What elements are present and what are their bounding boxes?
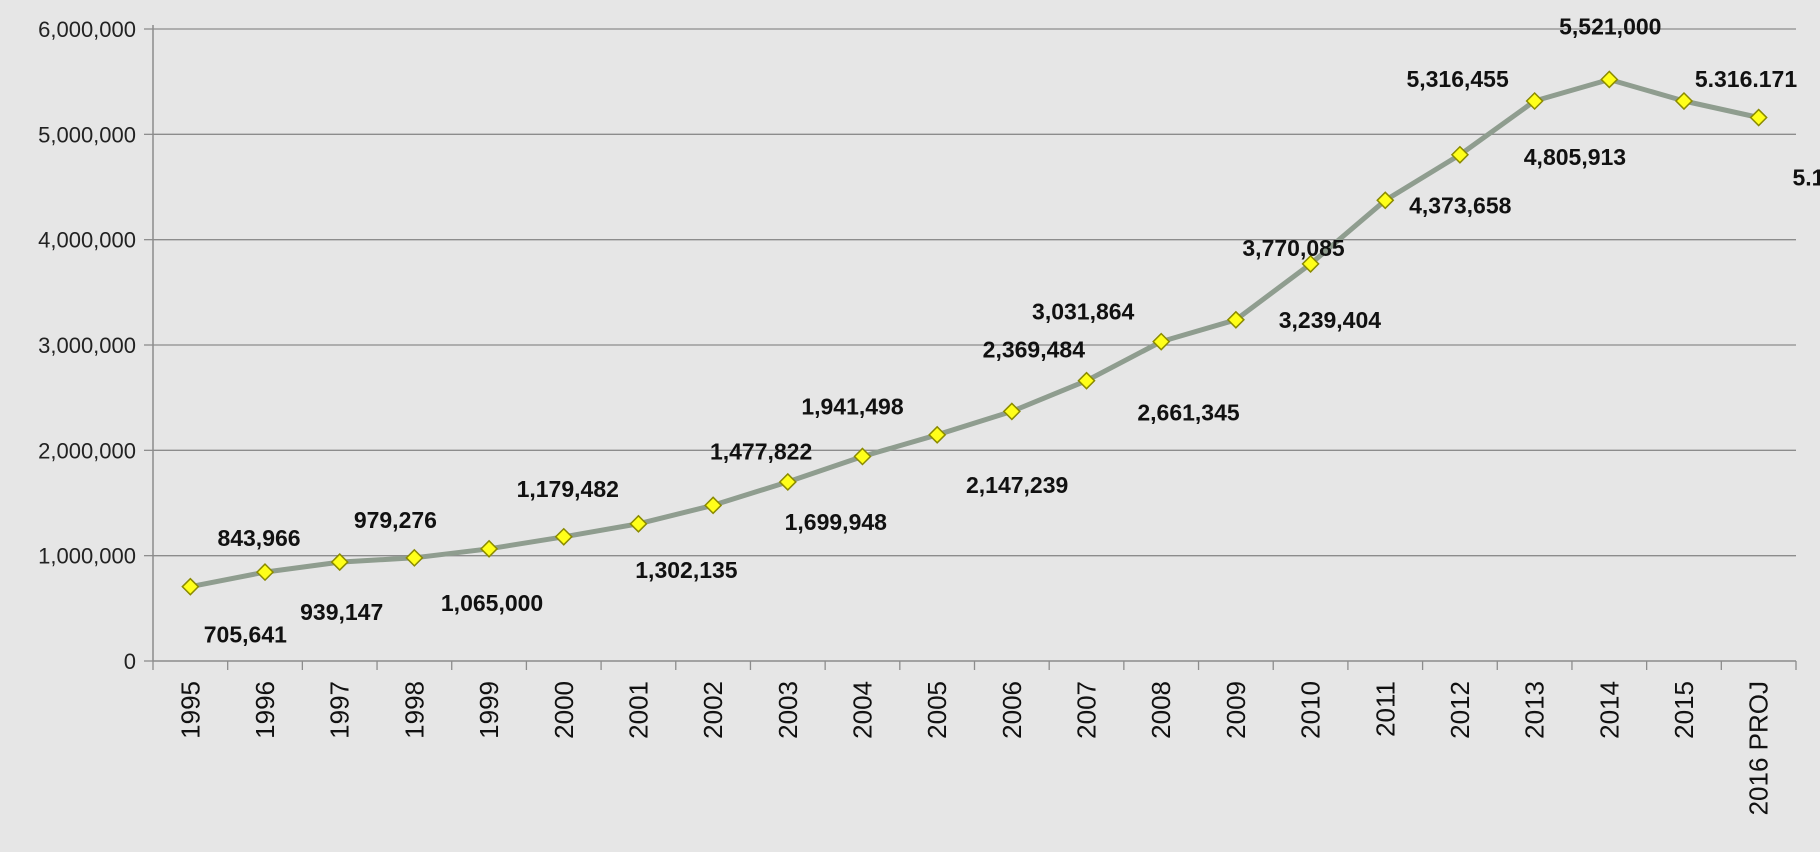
data-label: 5,521,000 <box>1559 13 1661 39</box>
x-tick-label: 2010 <box>1296 681 1326 739</box>
x-tick-label: 2011 <box>1370 681 1400 737</box>
data-label: 979,276 <box>354 507 437 533</box>
data-point-marker <box>480 539 499 558</box>
data-points <box>181 70 1768 596</box>
data-label: 1,941,498 <box>801 393 904 419</box>
data-label: 5.159.344 <box>1792 165 1820 191</box>
data-point-marker <box>405 548 424 567</box>
data-point-marker <box>1376 191 1395 210</box>
x-tick-label: 2006 <box>997 681 1027 739</box>
data-point-marker <box>1002 402 1021 421</box>
data-label: 1,179,482 <box>517 476 619 502</box>
data-point-marker <box>778 472 797 491</box>
data-point-marker <box>330 553 349 572</box>
x-tick-label: 2016 PROJ <box>1744 681 1774 815</box>
data-point-marker <box>1077 371 1096 390</box>
y-tick-label: 5,000,000 <box>38 122 136 147</box>
x-tick-label: 1995 <box>175 681 205 739</box>
data-label: 3,770,085 <box>1242 235 1345 261</box>
data-labels: 705,641 843,966 939,147 979,276 1,065,000 1,1… <box>204 13 1820 647</box>
data-label: 705,641 <box>204 622 287 648</box>
data-point-marker <box>704 496 723 515</box>
x-tick-label: 2004 <box>847 681 877 739</box>
x-tick-label: 2009 <box>1221 681 1251 739</box>
axes <box>144 25 1797 670</box>
x-tick-label: 2007 <box>1072 681 1102 739</box>
data-label: 1,302,135 <box>635 557 738 583</box>
data-point-marker <box>629 514 648 533</box>
data-label: 2,147,239 <box>966 472 1068 498</box>
x-tick-label: 1999 <box>474 681 504 739</box>
x-tick-label: 2015 <box>1669 681 1699 739</box>
x-tick-label: 2008 <box>1146 681 1176 739</box>
data-point-marker <box>1450 145 1469 164</box>
data-label: 1,065,000 <box>441 590 543 616</box>
data-label: 939,147 <box>300 599 383 625</box>
data-point-marker <box>255 563 275 582</box>
gridlines <box>153 28 1796 557</box>
data-label: 5,316,455 <box>1406 66 1509 92</box>
data-point-marker <box>1525 91 1544 111</box>
data-point-marker <box>1301 254 1320 273</box>
data-point-marker <box>928 425 947 444</box>
data-label: 3,239,404 <box>1279 307 1382 333</box>
series-line <box>187 77 1762 590</box>
data-label: 1,699,948 <box>785 509 888 535</box>
data-label: 3,031,864 <box>1032 299 1135 325</box>
data-point-marker <box>1749 108 1768 127</box>
x-tick-label: 2014 <box>1594 681 1624 739</box>
x-tick-label: 2002 <box>698 681 728 739</box>
x-tick-label: 1996 <box>250 681 280 739</box>
data-label: 4,373,658 <box>1409 192 1512 218</box>
y-tick-label: 4,000,000 <box>38 228 136 253</box>
data-label: 1,477,822 <box>710 438 812 464</box>
data-point-marker <box>554 527 573 546</box>
data-label: 2,661,345 <box>1137 400 1240 426</box>
data-point-marker <box>1226 310 1245 329</box>
y-tick-label: 2,000,000 <box>38 438 136 463</box>
x-axis-tick-labels: 1995 1996 1997 1998 1999 2000 2001 2002 2003 2004… <box>175 681 1773 815</box>
data-point-marker <box>1674 91 1694 111</box>
data-point-marker <box>1600 70 1619 89</box>
data-label: 5.316.171 <box>1695 66 1798 92</box>
y-tick-label: 3,000,000 <box>38 333 136 358</box>
y-tick-label: 0 <box>124 649 136 674</box>
data-label: 843,966 <box>217 525 300 551</box>
x-tick-label: 2013 <box>1520 681 1550 739</box>
x-tick-label: 2001 <box>623 681 653 739</box>
data-point-marker <box>1152 332 1171 351</box>
y-tick-label: 1,000,000 <box>38 544 136 569</box>
series-line-path <box>187 77 1762 590</box>
x-tick-label: 2012 <box>1445 681 1475 739</box>
data-point-marker <box>853 447 872 466</box>
data-label: 2,369,484 <box>983 336 1086 362</box>
data-point-marker <box>181 577 200 596</box>
y-tick-label: 6,000,000 <box>38 17 136 42</box>
x-tick-label: 2005 <box>922 681 952 739</box>
x-tick-label: 1997 <box>325 681 355 739</box>
x-tick-label: 2000 <box>549 681 579 739</box>
x-tick-label: 2003 <box>773 681 803 739</box>
data-label: 4,805,913 <box>1524 144 1626 170</box>
x-tick-label: 1998 <box>399 681 429 739</box>
y-axis-tick-labels: 0 1,000,000 2,000,000 3,000,000 4,000,000 5,0… <box>38 17 136 674</box>
